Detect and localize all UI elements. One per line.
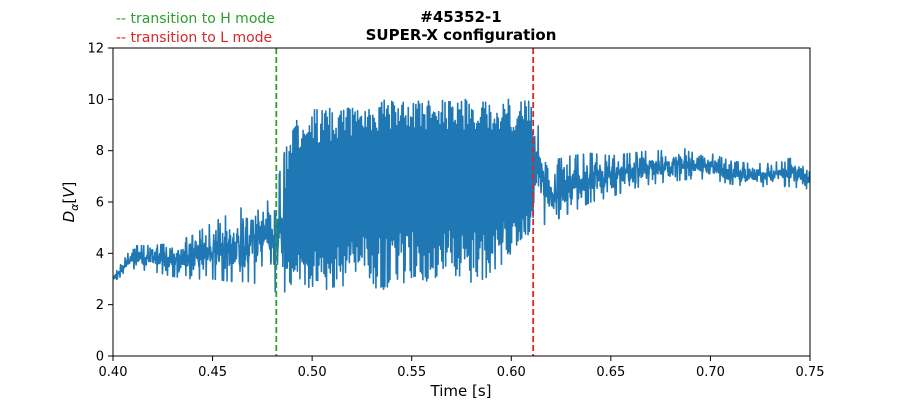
x-tick-label: 0.50: [298, 365, 327, 380]
y-tick-label: 2: [96, 298, 104, 313]
x-tick-label: 0.45: [198, 365, 227, 380]
chart-title-line1: #45352-1: [420, 8, 501, 26]
plot-area: [113, 48, 810, 356]
signal-line: [113, 98, 810, 293]
legend-h-mode: -- transition to H mode: [116, 11, 275, 27]
x-tick-label: 0.55: [397, 365, 426, 380]
x-tick-label: 0.70: [696, 365, 725, 380]
legend-l-mode: -- transition to L mode: [116, 30, 272, 46]
y-tick-label: 10: [87, 93, 104, 108]
y-tick-label: 6: [96, 196, 104, 211]
chart-title-line2: SUPER-X configuration: [366, 26, 557, 44]
y-tick-label: 12: [87, 42, 104, 57]
y-tick-label: 0: [96, 350, 104, 365]
y-axis-label: Dα[V]: [60, 182, 81, 223]
x-tick-label: 0.60: [497, 365, 526, 380]
y-axis: 0 2 4 6 8 10 12: [87, 42, 113, 365]
y-tick-label: 4: [96, 247, 104, 262]
x-tick-label: 0.40: [99, 365, 128, 380]
x-tick-label: 0.75: [796, 365, 825, 380]
y-tick-label: 8: [96, 144, 104, 159]
x-axis: 0.40 0.45 0.50 0.55 0.60 0.65 0.70 0.75: [99, 356, 825, 380]
x-tick-label: 0.65: [596, 365, 625, 380]
x-axis-label: Time [s]: [430, 382, 492, 400]
